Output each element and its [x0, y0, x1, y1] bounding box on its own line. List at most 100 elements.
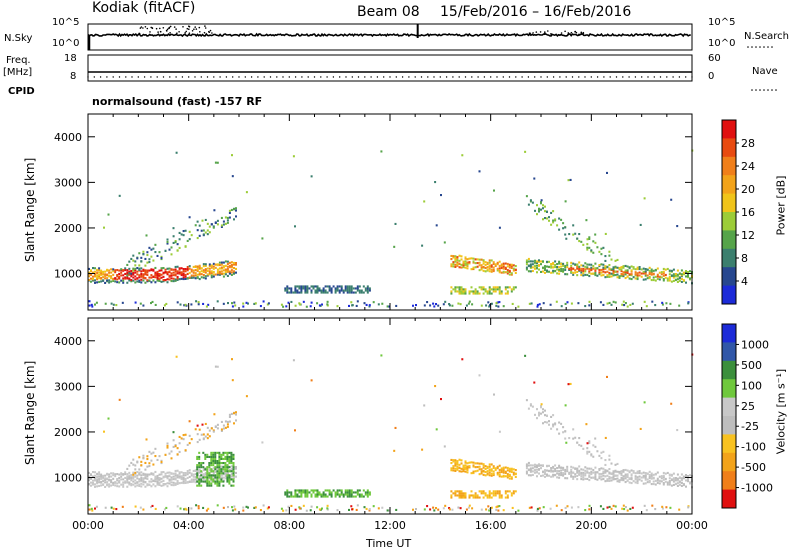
- power-cell: [504, 262, 507, 265]
- velocity-cell: [310, 505, 313, 508]
- power-cell: [218, 273, 221, 276]
- velocity-cell: [112, 477, 115, 480]
- power-cell: [350, 287, 353, 290]
- power-cell: [154, 251, 157, 254]
- velocity-cell: [356, 493, 359, 496]
- velocity-cell: [218, 470, 221, 473]
- nave-point: [559, 76, 561, 78]
- power-cell: [112, 303, 115, 306]
- power-cell: [206, 269, 209, 272]
- power-cell: [222, 223, 225, 226]
- velocity-cell: [158, 483, 161, 486]
- velocity-cell: [562, 431, 565, 434]
- power-cell: [634, 274, 637, 277]
- velocity-cell: [176, 505, 179, 508]
- velocity-cell: [572, 477, 575, 480]
- power-cell: [452, 261, 455, 264]
- power-cell: [380, 150, 383, 153]
- power-cell: [488, 305, 491, 308]
- power-cell: [630, 273, 633, 276]
- power-cell: [570, 261, 573, 264]
- velocity-cell: [170, 478, 173, 481]
- power-cell: [110, 268, 113, 271]
- velocity-cell: [130, 483, 133, 486]
- power-cell: [538, 268, 540, 271]
- velocity-cell: [142, 454, 145, 457]
- power-cell: [656, 273, 659, 276]
- power-cell: [336, 289, 339, 292]
- power-cell: [228, 216, 231, 219]
- velocity-cell: [204, 480, 207, 483]
- velocity-cell: [464, 467, 467, 470]
- velocity-cell: [214, 457, 217, 460]
- power-cell: [529, 266, 532, 269]
- power-cell: [164, 268, 167, 271]
- velocity-cell: [546, 474, 548, 477]
- nave-point: [194, 76, 196, 78]
- nave-point: [464, 76, 467, 78]
- power-cell: [316, 287, 319, 290]
- velocity-cell: [586, 442, 589, 445]
- velocity-cell: [454, 492, 457, 495]
- nsearch-point: [184, 32, 186, 34]
- power-cell: [531, 266, 534, 269]
- velocity-cell: [500, 467, 503, 470]
- power-cell: [458, 286, 461, 289]
- velocity-cell: [544, 414, 546, 417]
- velocity-cell: [190, 474, 193, 477]
- velocity-cell: [636, 479, 639, 482]
- power-cell: [218, 264, 221, 267]
- power-cell: [598, 264, 601, 267]
- power-cell: [484, 266, 487, 269]
- velocity-cell: [174, 445, 177, 448]
- velocity-cell: [220, 472, 223, 475]
- velocity-cell: [570, 506, 573, 509]
- power-cell: [558, 217, 561, 220]
- velocity-cell: [170, 457, 173, 460]
- velocity-cell: [267, 506, 270, 509]
- velocity-cell: [216, 462, 219, 465]
- velocity-cell: [142, 457, 145, 460]
- power-cell: [154, 281, 157, 284]
- power-cell: [162, 279, 165, 282]
- power-cell: [600, 271, 603, 274]
- velocity-cell: [102, 474, 105, 477]
- velocity-cell: [234, 508, 237, 511]
- velocity-cell: [478, 465, 481, 468]
- velocity-cell: [218, 457, 221, 460]
- power-cell: [596, 274, 599, 277]
- velocity-cell: [140, 474, 143, 477]
- power-cell: [122, 274, 125, 277]
- velocity-cell: [488, 474, 491, 477]
- velocity-cell: [622, 477, 625, 480]
- colorbar-tick-label: -1000: [741, 482, 773, 495]
- power-cell: [126, 271, 129, 274]
- power-cell: [478, 258, 481, 261]
- power-cell: [114, 277, 117, 280]
- power-cell: [668, 277, 671, 280]
- power-cell: [98, 269, 101, 272]
- velocity-cell: [664, 472, 667, 475]
- velocity-cell: [588, 450, 591, 453]
- power-cell: [624, 277, 627, 280]
- nave-point: [269, 76, 272, 78]
- velocity-cell: [182, 480, 185, 483]
- power-cell: [564, 233, 567, 236]
- colorbar-segment: [722, 379, 736, 399]
- velocity-cell: [529, 474, 532, 477]
- nave-point: [250, 76, 253, 78]
- velocity-cell: [616, 474, 619, 477]
- velocity-cell: [510, 476, 513, 479]
- velocity-cell: [534, 413, 536, 416]
- velocity-cell: [564, 404, 567, 407]
- velocity-cell: [580, 468, 583, 471]
- velocity-cell: [531, 467, 534, 470]
- velocity-cell: [104, 485, 107, 488]
- power-cell: [98, 267, 101, 270]
- power-cell: [201, 219, 204, 222]
- power-cell: [186, 269, 189, 272]
- velocity-cell: [456, 460, 459, 463]
- velocity-cell: [160, 462, 163, 465]
- velocity-cell: [652, 476, 655, 479]
